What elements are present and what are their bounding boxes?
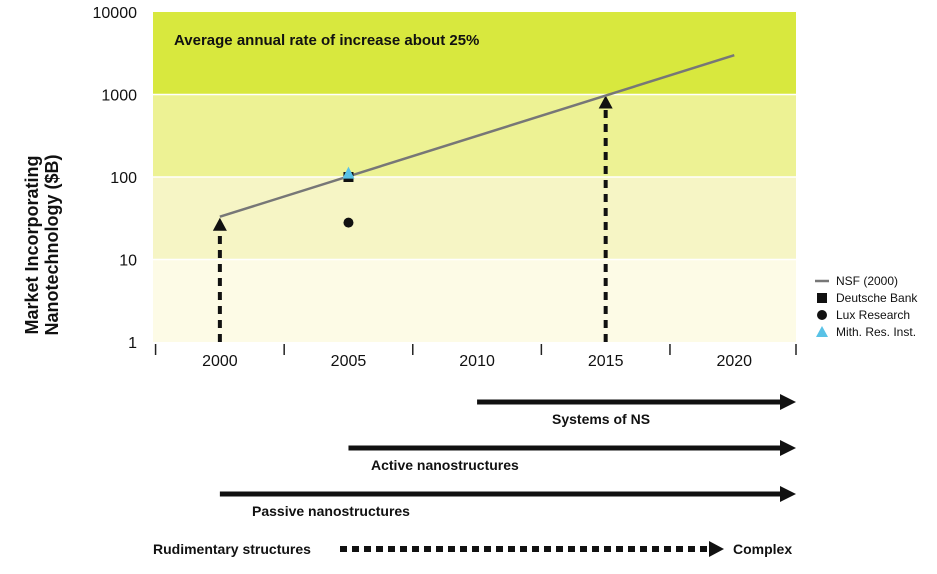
- x-axis: 2000 2005 2010 2015 2020: [154, 344, 797, 370]
- gridlines: [153, 93, 796, 261]
- legend: NSF (2000) Deutsche Bank Lux Research Mith.…: [815, 274, 918, 339]
- stage-arrow-head: [780, 440, 796, 456]
- progression-arrowhead: [709, 541, 724, 557]
- y-tick-label: 10: [119, 253, 137, 270]
- y-tick-label: 1000: [101, 88, 137, 105]
- x-tick-label: 2015: [588, 353, 624, 370]
- legend-circle-symbol: [817, 310, 827, 320]
- y-tick-label: 1: [128, 335, 137, 352]
- point-mith-res-inst: [342, 166, 355, 179]
- progression-left-label: Rudimentary structures: [153, 541, 311, 557]
- band-3: [153, 12, 796, 95]
- dashed-projection-arrows: [212, 95, 613, 342]
- y-tick-label: 100: [110, 170, 137, 187]
- x-tick-label: 2020: [716, 353, 752, 370]
- x-tick-label: 2000: [202, 353, 238, 370]
- point-lux-research: [343, 217, 354, 228]
- band-1: [153, 177, 796, 260]
- stage-arrow-head: [780, 394, 796, 410]
- x-tick-label: 2010: [459, 353, 495, 370]
- x-tick-label: 2005: [331, 353, 367, 370]
- data-series: [219, 53, 735, 228]
- y-axis-label-line1: Market Incorporating: [22, 155, 42, 334]
- background-bands: [153, 12, 796, 342]
- legend-triangle-symbol: [816, 326, 828, 337]
- stage-arrows: Systems of NS Active nanostructures Passiv…: [219, 394, 796, 519]
- progression-right-label: Complex: [733, 541, 792, 557]
- series-line-nsf: [219, 53, 735, 218]
- dashed-arrow-head-0: [212, 217, 227, 231]
- progression-scale: Rudimentary structures Complex: [153, 541, 792, 557]
- y-axis: 1 10 100 1000 10000: [93, 5, 138, 352]
- legend-label: NSF (2000): [836, 274, 898, 288]
- y-tick-label: 10000: [93, 5, 138, 22]
- y-axis-label-line2: Nanotechnology ($B): [42, 154, 62, 335]
- stage-label: Active nanostructures: [371, 457, 519, 473]
- legend-square-symbol: [817, 293, 827, 303]
- legend-label: Mith. Res. Inst.: [836, 325, 916, 339]
- legend-label: Lux Research: [836, 308, 910, 322]
- legend-label: Deutsche Bank: [836, 291, 918, 305]
- stage-label: Passive nanostructures: [252, 503, 410, 519]
- band-0: [153, 259, 796, 342]
- rate-annotation: Average annual rate of increase about 25…: [174, 32, 479, 49]
- stage-arrow-head: [780, 486, 796, 502]
- dashed-arrow-head-1: [598, 95, 613, 109]
- stage-label: Systems of NS: [552, 411, 650, 427]
